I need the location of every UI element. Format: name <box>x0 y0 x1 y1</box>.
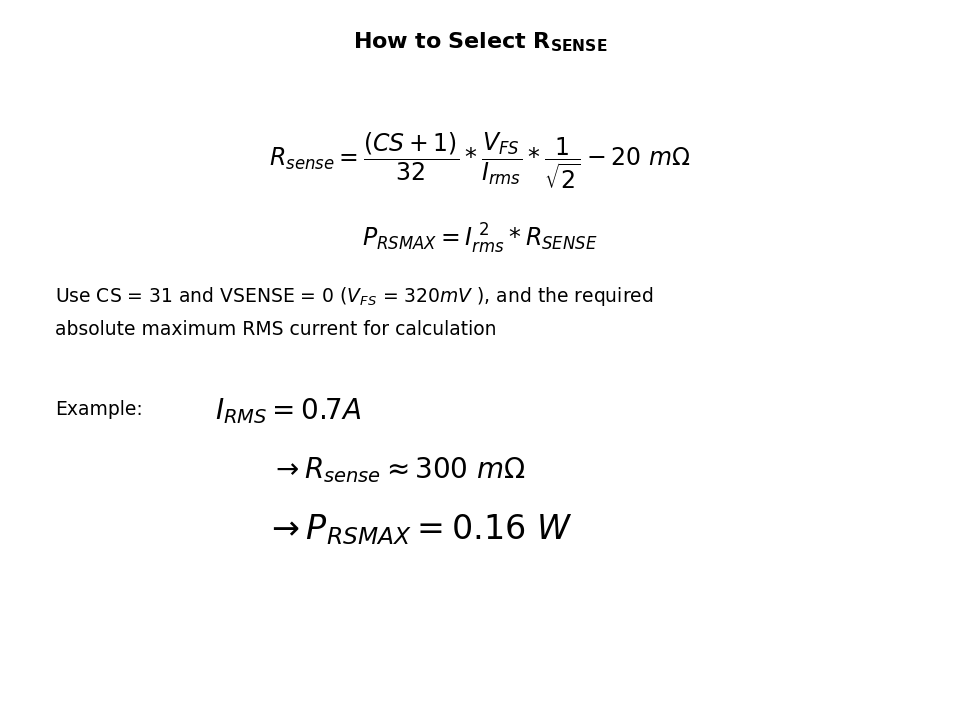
Text: $\rightarrow R_{sense} \approx 300\ m\Omega$: $\rightarrow R_{sense} \approx 300\ m\Om… <box>270 455 526 485</box>
Text: $\rightarrow P_{RSMAX} = 0.16\ W$: $\rightarrow P_{RSMAX} = 0.16\ W$ <box>265 512 572 546</box>
Text: Use CS = 31 and VSENSE = 0 ($V_{FS}$ = $\mathit{320mV}$ ), and the required: Use CS = 31 and VSENSE = 0 ($V_{FS}$ = $… <box>55 285 654 308</box>
Text: $P_{RSMAX} = I_{rms}^{\ 2} * R_{SENSE}$: $P_{RSMAX} = I_{rms}^{\ 2} * R_{SENSE}$ <box>362 222 598 256</box>
Text: $I_{RMS} = 0.7A$: $I_{RMS} = 0.7A$ <box>215 396 362 426</box>
Text: Example:: Example: <box>55 400 143 419</box>
Text: $\mathbf{How\ to\ Select\ R_{SENSE}}$: $\mathbf{How\ to\ Select\ R_{SENSE}}$ <box>352 30 608 53</box>
Text: $R_{sense} = \dfrac{(CS + 1)}{32} * \dfrac{V_{FS}}{I_{rms}} * \dfrac{1}{\sqrt{2}: $R_{sense} = \dfrac{(CS + 1)}{32} * \dfr… <box>269 130 691 191</box>
Text: absolute maximum RMS current for calculation: absolute maximum RMS current for calcula… <box>55 320 496 339</box>
